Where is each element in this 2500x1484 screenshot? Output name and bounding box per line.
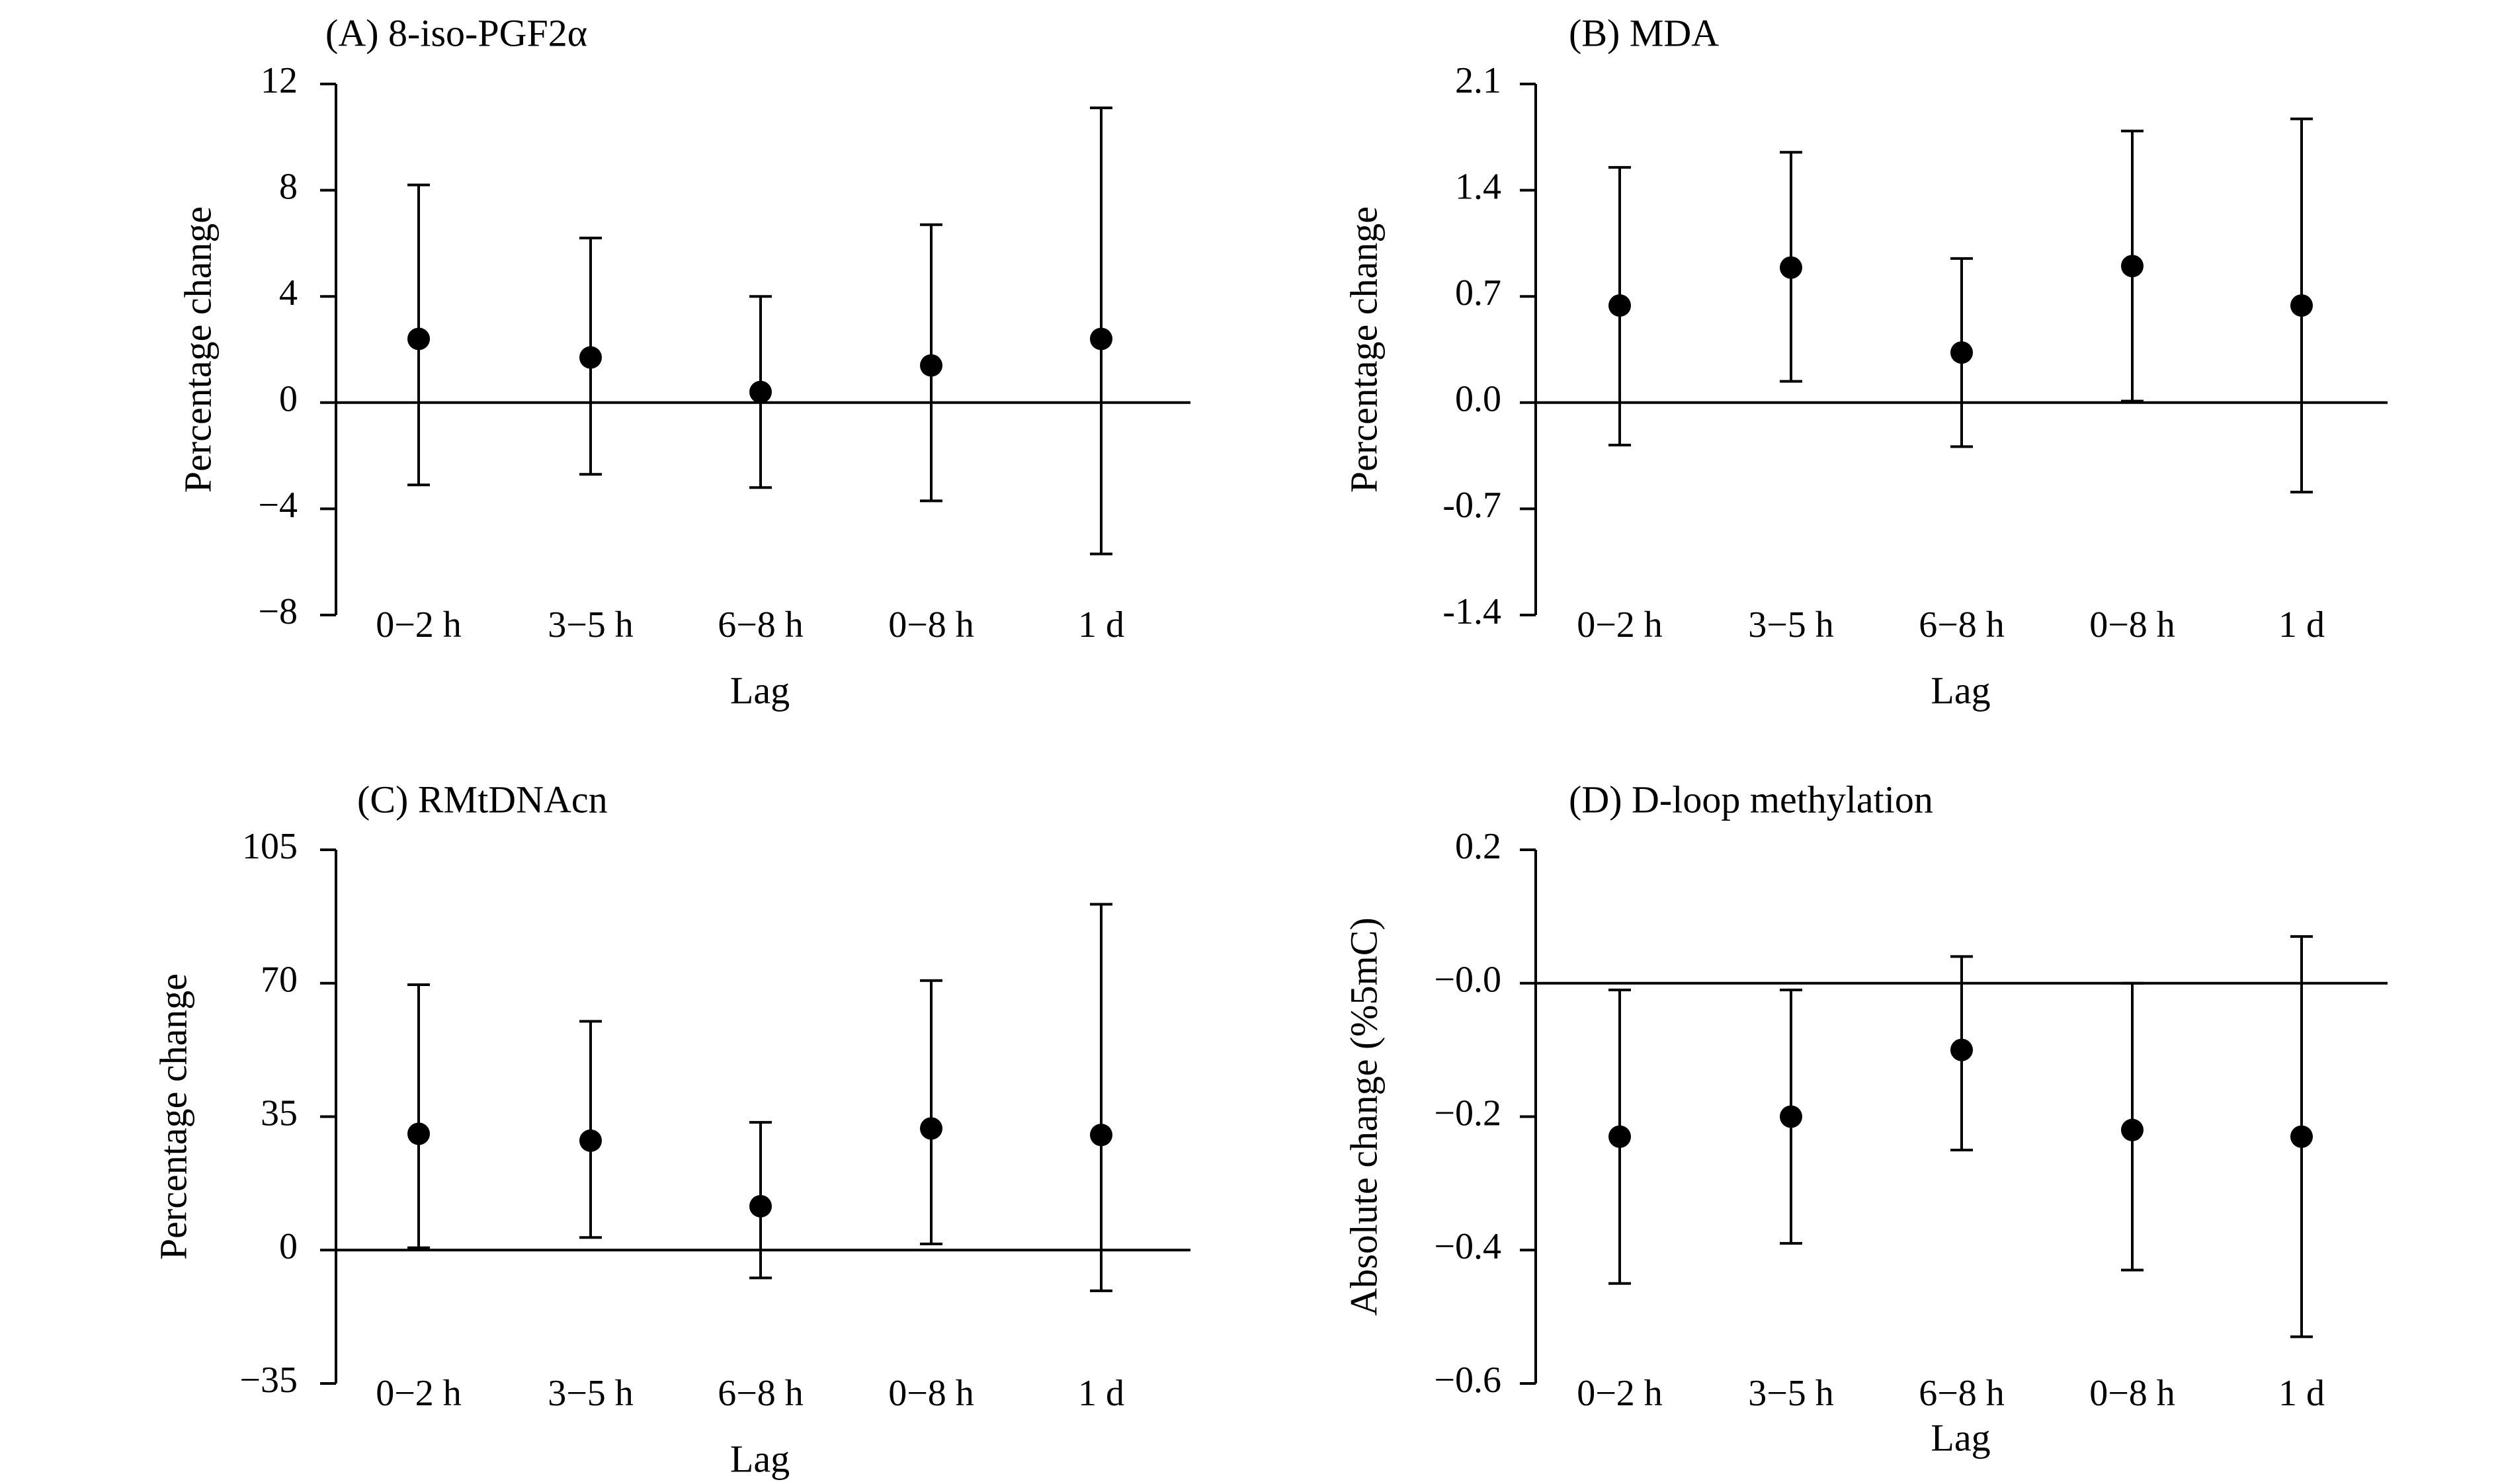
panel-c-x-tick-label: 1 d: [1078, 1373, 1124, 1414]
panel-b-title: (B) MDA: [1569, 11, 1719, 54]
panel-a-y-axis-label: Percentage change: [176, 206, 219, 493]
panel-c-y-axis-label: Percentage change: [151, 973, 194, 1260]
panel-d-y-tick-label: −0.0: [1434, 960, 1501, 1001]
panel-c-y-tick-label: −35: [239, 1360, 298, 1401]
panel-d-data-point: [1608, 1125, 1631, 1148]
panel-d-y-axis-label: Absolute change (%5mC): [1342, 917, 1385, 1315]
panel-b-y-tick-label: -0.7: [1442, 485, 1501, 526]
panel-a-y-tick-label: −8: [258, 591, 298, 632]
panel-a-x-tick-label: 0−8 h: [888, 604, 974, 645]
panel-a-y-tick-label: 8: [279, 166, 298, 207]
panel-a-y-tick-label: 4: [279, 272, 298, 313]
panel-b-y-axis-label: Percentage change: [1342, 206, 1385, 493]
panel-c-x-tick-label: 6−8 h: [718, 1373, 804, 1414]
panel-c-error-bar: [407, 983, 430, 1249]
panel-b-x-tick-label: 0−2 h: [1577, 604, 1663, 645]
panel-c-error-bar: [920, 979, 942, 1246]
panel-a-x-tick-label: 3−5 h: [548, 604, 634, 645]
panel-b-x-tick-label: 3−5 h: [1748, 604, 1834, 645]
panel-c-data-point: [749, 1194, 772, 1217]
panel-d-data-point: [1950, 1038, 1973, 1061]
panel-b-y-tick-label: 0.0: [1455, 379, 1501, 420]
panel-c-y-tick-label: 35: [261, 1092, 298, 1134]
panel-b-y-tick-label: 2.1: [1455, 60, 1501, 101]
panel-c: (C) RMtDNAcn −35 0 35 70 105 Percentage change…: [151, 778, 1190, 1480]
panel-c-y-tick-label: 70: [261, 960, 298, 1001]
panel-a-title: (A) 8-iso-PGF2α: [325, 11, 587, 54]
panel-b-data-point: [1780, 256, 1802, 279]
panel-a-x-axis-label: Lag: [730, 669, 790, 712]
panel-c-title: (C) RMtDNAcn: [357, 778, 608, 821]
panel-b-y-tick-label: 1.4: [1455, 166, 1501, 207]
panel-a-y-tick-label: 12: [261, 60, 298, 101]
panel-d: (D) D-loop methylation −0.6 −0.4 −0.2 −0.0 0.…: [1342, 778, 2388, 1459]
panel-d-x-tick-label: 1 d: [2278, 1373, 2325, 1414]
panel-c-x-axis-label: Lag: [730, 1437, 790, 1480]
panel-b: (B) MDA -1.4 -0.7 0.0 0.7 1.4 2.1 Percentage ch…: [1342, 11, 2388, 712]
panel-c-x-tick-label: 0−8 h: [888, 1373, 974, 1414]
panel-b-y-tick-label: -1.4: [1442, 591, 1501, 632]
panel-c-data-point: [579, 1129, 602, 1152]
panel-d-y-tick-label: 0.2: [1455, 826, 1501, 867]
panel-c-data-point: [1090, 1124, 1112, 1147]
panel-d-y-tick-label: −0.4: [1434, 1226, 1501, 1267]
panel-d-x-tick-label: 0−8 h: [2089, 1373, 2175, 1414]
panel-d-y-tick-label: −0.6: [1434, 1360, 1501, 1401]
panel-d-x-tick-label: 6−8 h: [1919, 1373, 2005, 1414]
panel-d-x-axis-label: Lag: [1931, 1416, 1990, 1459]
panel-c-y-tick-label: 105: [242, 826, 298, 867]
panel-a-x-tick-label: 6−8 h: [718, 604, 804, 645]
panel-b-y-tick-label: 0.7: [1455, 272, 1501, 313]
panel-b-data-point: [1950, 341, 1973, 364]
panel-d-y-tick-label: −0.2: [1434, 1092, 1501, 1134]
panel-a-data-point: [579, 346, 602, 369]
panel-a-x-tick-label: 1 d: [1078, 604, 1124, 645]
panel-a-data-point: [749, 380, 772, 403]
panel-d-title: (D) D-loop methylation: [1569, 778, 1933, 821]
panel-a-data-point: [407, 327, 430, 350]
panel-d-data-point: [2121, 1118, 2144, 1141]
panel-c-error-bar: [579, 1020, 602, 1239]
panel-d-x-tick-label: 0−2 h: [1577, 1373, 1663, 1414]
panel-c-y-tick-label: 0: [279, 1226, 298, 1267]
panel-b-x-axis-label: Lag: [1931, 669, 1990, 712]
panel-c-data-point: [920, 1117, 942, 1140]
panel-a-x-tick-label: 0−2 h: [376, 604, 462, 645]
panel-b-data-point: [1608, 294, 1631, 317]
panel-c-x-tick-label: 0−2 h: [376, 1373, 462, 1414]
panel-b-data-point: [2121, 255, 2144, 278]
panel-a-data-point: [1090, 327, 1112, 350]
panel-a: (A) 8-iso-PGF2α −8 −4 0 4 8 12 Percentage chang…: [176, 11, 1190, 712]
panel-c-error-bar: [1090, 903, 1112, 1292]
panel-b-x-tick-label: 0−8 h: [2089, 604, 2175, 645]
panel-a-y-tick-label: −4: [258, 485, 298, 526]
panel-c-x-tick-label: 3−5 h: [548, 1373, 634, 1414]
panel-d-data-point: [1780, 1105, 1802, 1128]
panel-b-data-point: [2290, 294, 2313, 317]
panel-d-x-tick-label: 3−5 h: [1748, 1373, 1834, 1414]
panel-c-data-point: [407, 1122, 430, 1145]
panel-a-data-point: [920, 354, 942, 377]
panel-b-x-tick-label: 6−8 h: [1919, 604, 2005, 645]
panel-d-data-point: [2290, 1125, 2313, 1148]
panel-a-y-tick-label: 0: [279, 379, 298, 420]
panel-b-x-tick-label: 1 d: [2278, 604, 2325, 645]
